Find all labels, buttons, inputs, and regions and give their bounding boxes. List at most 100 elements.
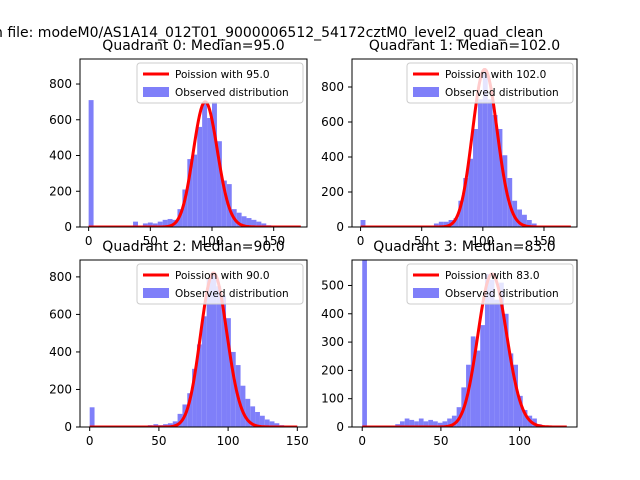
histogram-bar — [473, 129, 478, 227]
figure-title: n file: modeM0/AS1A14_012T01_9000006512_… — [0, 25, 543, 41]
subplot-title: Quadrant 2: Median=90.0 — [102, 239, 284, 255]
y-tick-label: 0 — [64, 420, 72, 434]
histogram-bar — [250, 406, 256, 427]
histogram-bar — [211, 273, 217, 427]
legend-box — [136, 62, 304, 104]
legend: Poission with 102.0 Observed distribution — [406, 62, 574, 104]
x-tick-label: 100 — [471, 234, 494, 248]
histogram-bar — [89, 407, 95, 427]
axes-frame — [351, 259, 578, 428]
histogram-bar — [167, 218, 173, 227]
legend: Poission with 83.0 Observed distribution — [406, 263, 574, 305]
histogram-bar — [499, 282, 504, 427]
y-tick-label: 0 — [336, 420, 344, 434]
histogram-bar — [216, 286, 222, 427]
histogram-bar — [494, 299, 500, 427]
y-tick-label: 800 — [321, 80, 344, 94]
histogram-bar — [261, 223, 267, 227]
legend-label: Observed distribution — [175, 87, 289, 99]
histogram-bar — [463, 178, 469, 227]
histogram-bar — [236, 212, 242, 227]
subplot-title: Quadrant 1: Median=102.0 — [369, 38, 560, 54]
x-tick-label: 150 — [533, 234, 556, 248]
histogram-bar — [484, 274, 490, 427]
x-tick-label: 50 — [143, 234, 158, 248]
histogram-bar — [221, 180, 227, 227]
histogram-bar — [418, 418, 424, 427]
histogram-bar — [157, 221, 163, 227]
histogram-bar — [428, 419, 434, 427]
x-tick-label: 150 — [262, 234, 285, 248]
histogram-bar — [522, 410, 528, 427]
y-tick-label: 500 — [321, 278, 344, 292]
histogram-bar — [269, 421, 275, 427]
histogram-bar — [513, 364, 518, 427]
histogram-bar — [458, 200, 464, 227]
histogram-bar — [206, 278, 212, 427]
y-tick-label: 800 — [49, 270, 72, 284]
histogram-bar — [226, 318, 231, 427]
histogram-bar — [399, 421, 405, 427]
x-tick-label: 0 — [86, 434, 94, 448]
subplot-title: Quadrant 3: Median=83.0 — [373, 239, 555, 255]
histogram-bar — [201, 316, 207, 427]
legend-patch-swatch — [143, 288, 169, 298]
x-tick-label: 50 — [414, 234, 429, 248]
histogram-bars — [362, 260, 547, 427]
histogram-bar — [196, 344, 202, 427]
histogram-bar — [142, 223, 148, 227]
histogram-bar — [197, 126, 203, 227]
y-tick-label: 200 — [49, 184, 72, 198]
legend-label: Observed distribution — [175, 288, 289, 300]
legend-label: Observed distribution — [445, 87, 559, 99]
y-tick-label: 200 — [321, 185, 344, 199]
legend-patch-swatch — [413, 87, 439, 97]
y-tick-label: 600 — [49, 307, 72, 321]
y-tick-label: 400 — [321, 150, 344, 164]
legend-label: Observed distribution — [445, 288, 559, 300]
histogram-bar — [502, 155, 508, 227]
histogram-bar — [414, 421, 419, 427]
subplot-3: 0 50 100 0 100 200 300 400 500 Quadrant 3: Median… — [321, 239, 578, 448]
histogram-bar — [433, 421, 438, 427]
histogram-bar — [264, 419, 270, 427]
histogram-bar — [187, 393, 193, 427]
histogram-bar — [167, 423, 173, 427]
histogram-bar — [133, 221, 138, 227]
poisson-curve — [362, 272, 567, 427]
legend-box — [136, 263, 304, 305]
histogram-bar — [475, 350, 481, 427]
histogram-bar — [147, 222, 153, 227]
y-tick-label: 400 — [49, 149, 72, 163]
subplot-0: 0 50 100 150 0 200 400 600 800 Quadrant 0: Median… — [49, 38, 308, 248]
histogram-bar — [230, 351, 236, 427]
legend: Poission with 90.0 Observed distribution — [136, 263, 304, 305]
histogram-bar — [360, 220, 366, 227]
histogram-bar — [497, 129, 503, 227]
x-tick-label: 150 — [286, 434, 309, 448]
histogram-bar — [88, 100, 94, 227]
legend-label: Poission with 83.0 — [445, 270, 540, 282]
histogram-bar — [182, 189, 188, 227]
histogram-bar — [470, 336, 476, 427]
x-tick-label: 0 — [85, 234, 93, 248]
x-tick-label: 100 — [508, 434, 531, 448]
y-tick-label: 400 — [49, 345, 72, 359]
axes-frame — [79, 58, 308, 228]
y-tick-label: 100 — [321, 392, 344, 406]
histogram-bar — [531, 223, 537, 227]
histogram-bar — [221, 295, 227, 427]
x-tick-label: 0 — [357, 234, 365, 248]
histogram-bar — [492, 115, 498, 227]
histogram-bar — [409, 419, 415, 427]
histogram-bar — [480, 325, 485, 427]
histogram-bar — [240, 385, 246, 427]
legend-patch-swatch — [413, 288, 439, 298]
y-tick-label: 200 — [49, 382, 72, 396]
histogram-bar — [212, 101, 217, 227]
x-tick-label: 100 — [201, 234, 224, 248]
histogram-bar — [451, 415, 457, 427]
histogram-bar — [362, 260, 367, 427]
x-tick-label: 50 — [433, 434, 448, 448]
histogram-bar — [443, 221, 449, 227]
